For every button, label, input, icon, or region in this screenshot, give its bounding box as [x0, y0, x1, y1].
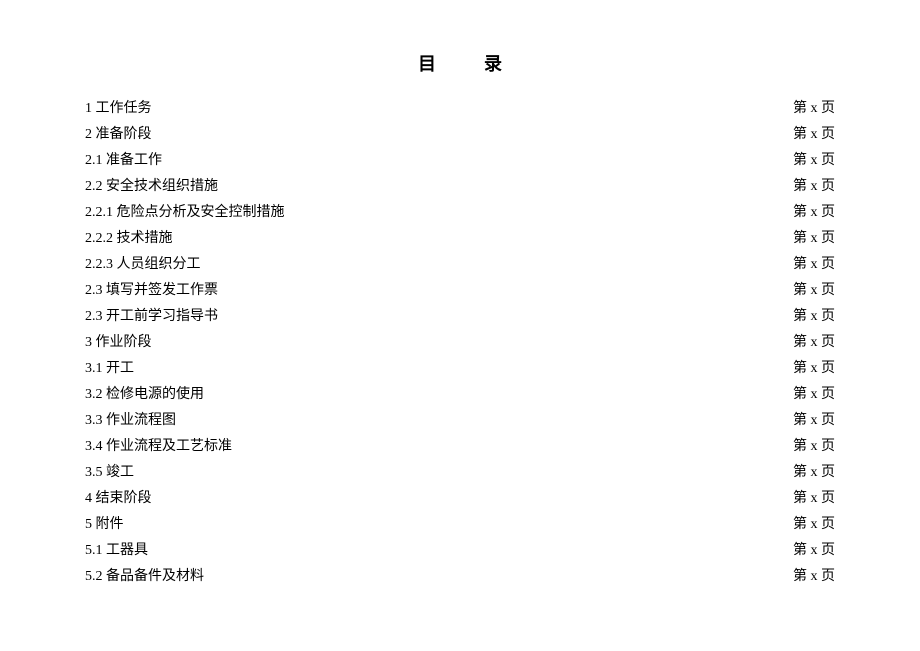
toc-item: 2.2.1 危险点分析及安全控制措施 第 x 页: [85, 200, 835, 226]
toc-entry-label: 2.2.3 人员组织分工: [85, 252, 201, 278]
page-title: 目录: [370, 50, 550, 76]
toc-page-number: 第 x 页: [793, 252, 835, 278]
toc-page-number: 第 x 页: [793, 200, 835, 226]
toc-page-number: 第 x 页: [793, 512, 835, 538]
toc-list: 1 工作任务第 x 页2 准备阶段第 x 页2.1 准备工作第 x 页2.2 安…: [85, 96, 835, 590]
toc-item: 1 工作任务 第 x 页: [85, 96, 835, 122]
toc-entry-label: 2.1 准备工作: [85, 148, 162, 174]
toc-item: 2.3 开工前学习指导书 第 x 页: [85, 304, 835, 330]
toc-page-number: 第 x 页: [793, 96, 835, 122]
toc-entry-label: 2.3 填写并签发工作票: [85, 278, 218, 304]
toc-item: 2.3 填写并签发工作票 第 x 页: [85, 278, 835, 304]
toc-entry-label: 2.2.2 技术措施: [85, 226, 173, 252]
toc-page-number: 第 x 页: [793, 148, 835, 174]
toc-item: 2.1 准备工作 第 x 页: [85, 148, 835, 174]
toc-item: 2 准备阶段 第 x 页: [85, 122, 835, 148]
toc-entry-label: 1 工作任务: [85, 96, 152, 122]
toc-entry-label: 5 附件: [85, 512, 124, 538]
toc-entry-label: 3.2 检修电源的使用: [85, 382, 204, 408]
toc-page-number: 第 x 页: [793, 304, 835, 330]
toc-page-number: 第 x 页: [793, 486, 835, 512]
toc-entry-label: 3.5 竣工: [85, 460, 134, 486]
toc-entry-label: 3.3 作业流程图: [85, 408, 176, 434]
toc-entry-label: 3 作业阶段: [85, 330, 152, 356]
toc-page-number: 第 x 页: [793, 434, 835, 460]
toc-page-number: 第 x 页: [793, 382, 835, 408]
toc-item: 5.1 工器具 第 x 页: [85, 538, 835, 564]
toc-item: 3.5 竣工 第 x 页: [85, 460, 835, 486]
toc-page-number: 第 x 页: [793, 564, 835, 590]
toc-item: 3.4 作业流程及工艺标准 第 x 页: [85, 434, 835, 460]
toc-page-number: 第 x 页: [793, 408, 835, 434]
toc-entry-label: 2 准备阶段: [85, 122, 152, 148]
title-container: 目录: [85, 50, 835, 76]
toc-entry-label: 4 结束阶段: [85, 486, 152, 512]
toc-item: 3.1 开工 第 x 页: [85, 356, 835, 382]
toc-page-number: 第 x 页: [793, 356, 835, 382]
toc-page-number: 第 x 页: [793, 174, 835, 200]
toc-item: 2.2 安全技术组织措施 第 x 页: [85, 174, 835, 200]
toc-item: 3.2 检修电源的使用 第 x 页: [85, 382, 835, 408]
toc-page-number: 第 x 页: [793, 122, 835, 148]
toc-entry-label: 2.2.1 危险点分析及安全控制措施: [85, 200, 285, 226]
toc-page-number: 第 x 页: [793, 460, 835, 486]
toc-entry-label: 3.4 作业流程及工艺标准: [85, 434, 232, 460]
toc-item: 3.3 作业流程图 第 x 页: [85, 408, 835, 434]
toc-item: 3 作业阶段 第 x 页: [85, 330, 835, 356]
toc-item: 5 附件 第 x 页: [85, 512, 835, 538]
toc-page-number: 第 x 页: [793, 538, 835, 564]
toc-page-number: 第 x 页: [793, 278, 835, 304]
toc-item: 2.2.2 技术措施 第 x 页: [85, 226, 835, 252]
toc-entry-label: 5.1 工器具: [85, 538, 148, 564]
toc-entry-label: 3.1 开工: [85, 356, 134, 382]
toc-item: 4 结束阶段 第 x 页: [85, 486, 835, 512]
toc-page-number: 第 x 页: [793, 226, 835, 252]
toc-item: 5.2 备品备件及材料 第 x 页: [85, 564, 835, 590]
toc-entry-label: 2.2 安全技术组织措施: [85, 174, 218, 200]
toc-item: 2.2.3 人员组织分工 第 x 页: [85, 252, 835, 278]
toc-page-number: 第 x 页: [793, 330, 835, 356]
toc-entry-label: 5.2 备品备件及材料: [85, 564, 204, 590]
toc-entry-label: 2.3 开工前学习指导书: [85, 304, 218, 330]
